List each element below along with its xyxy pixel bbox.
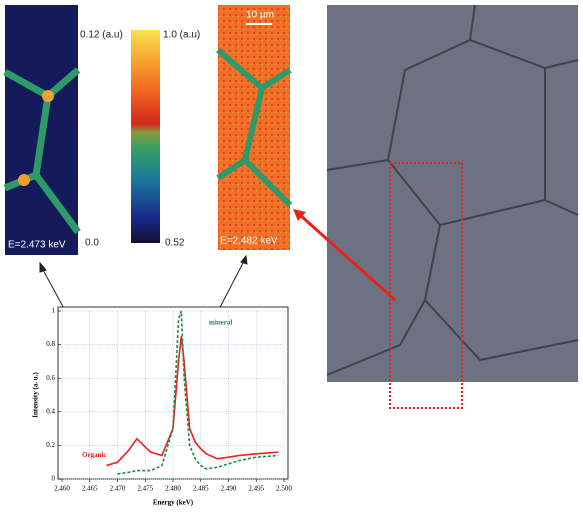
x-tick-label: 2.465 — [82, 485, 98, 493]
x-tick-label: 2.490 — [221, 485, 237, 493]
y-tick-label: 1 — [52, 307, 56, 315]
y-tick-label: 0 — [52, 475, 56, 483]
scale-label: 0.52 — [165, 238, 185, 249]
spectrum-chart: 0 0.2 0.4 0.6 0.8 1 2.460 2.465 2.470 2.475 2.480 2… — [32, 306, 292, 507]
left-map: E=2.473 keV — [3, 5, 81, 255]
y-tick-label: 0.6 — [46, 374, 55, 382]
colorbar: 0.12 (a.u) 1.0 (a.u) 0.0 0.52 — [80, 30, 200, 249]
y-axis-title: Intensity (a. u.) — [32, 372, 40, 418]
scale-label: 1.0 (a.u) — [163, 30, 200, 41]
energy-label: E=2.482 keV — [220, 236, 278, 247]
sem-image — [293, 4, 579, 409]
x-tick-label: 2.485 — [193, 485, 209, 493]
series-label: mineral — [209, 318, 232, 326]
x-tick-label: 2.500 — [276, 485, 292, 493]
x-tick-label: 2.460 — [54, 485, 70, 493]
right-map: 10 µm E=2.482 keV — [216, 5, 293, 250]
energy-label: E=2.473 keV — [8, 240, 66, 251]
x-tick-label: 2.480 — [165, 485, 181, 493]
x-tick-label: 2.470 — [110, 485, 126, 493]
x-axis-title: Energy (keV) — [153, 499, 194, 507]
x-tick-label: 2.495 — [248, 485, 264, 493]
y-tick-label: 0.2 — [46, 441, 55, 449]
scale-label: 0.0 — [85, 238, 99, 249]
y-tick-label: 0.8 — [46, 340, 55, 348]
y-tick-label: 0.4 — [46, 407, 55, 415]
scale-label: 0.12 (a.u) — [80, 30, 123, 41]
series-label: Organic — [82, 451, 107, 459]
scale-bar-label: 10 µm — [246, 10, 274, 21]
x-tick-label: 2.475 — [137, 485, 153, 493]
